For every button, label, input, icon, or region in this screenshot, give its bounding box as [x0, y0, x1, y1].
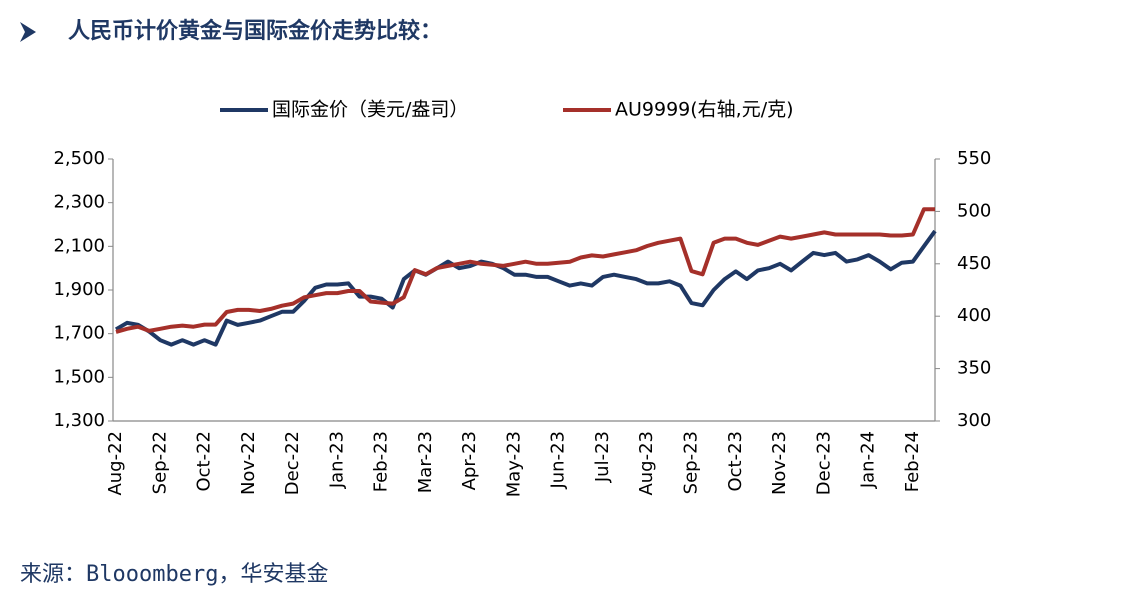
x-tick-label: Apr-23 — [459, 431, 480, 490]
x-tick-label: Sep-23 — [681, 431, 702, 494]
x-tick-label: Aug-23 — [636, 431, 657, 496]
y-tick-label: 1,300 — [53, 410, 105, 431]
y2-tick-label: 450 — [957, 253, 991, 274]
x-tick-label: Oct-22 — [194, 431, 215, 492]
legend-label: 国际金价（美元/盎司） — [272, 99, 468, 121]
x-tick-label: Jan-24 — [858, 431, 879, 489]
y2-tick-label: 300 — [957, 410, 991, 431]
x-tick-label: Jul-23 — [592, 431, 613, 483]
x-tick-label: Dec-22 — [282, 431, 303, 495]
chart-title: 人民币计价黄金与国际金价走势比较： — [68, 18, 442, 44]
x-tick-label: Nov-23 — [769, 431, 790, 495]
x-tick-label: Feb-23 — [371, 431, 392, 492]
series-line — [114, 229, 937, 347]
source-note: 来源：Blooomberg，华安基金 — [20, 562, 328, 587]
bullet-arrow — [20, 22, 36, 42]
x-tick-label: May-23 — [503, 431, 524, 497]
x-tick-label: Dec-23 — [813, 431, 834, 495]
x-tick-label: Jan-23 — [326, 431, 347, 489]
y2-tick-label: 400 — [957, 305, 991, 326]
y-tick-label: 2,100 — [53, 235, 105, 256]
y-tick-label: 1,900 — [53, 279, 105, 300]
y2-tick-label: 550 — [957, 148, 991, 169]
y-tick-label: 1,700 — [53, 323, 105, 344]
x-tick-label: Sep-22 — [149, 431, 170, 494]
y-tick-label: 2,500 — [53, 148, 105, 169]
x-tick-label: Oct-23 — [725, 431, 746, 492]
x-tick-label: Aug-22 — [105, 431, 126, 496]
y2-tick-label: 350 — [957, 358, 991, 379]
y-tick-label: 2,300 — [53, 192, 105, 213]
x-tick-label: Jun-23 — [548, 431, 569, 490]
x-tick-label: Nov-22 — [238, 431, 259, 495]
series-line — [115, 207, 935, 334]
x-tick-label: Mar-23 — [415, 431, 436, 493]
x-tick-label: Feb-24 — [902, 431, 923, 492]
y2-tick-label: 500 — [957, 200, 991, 221]
legend-label: AU9999(右轴,元/克) — [615, 99, 794, 121]
y-tick-label: 1,500 — [53, 366, 105, 387]
